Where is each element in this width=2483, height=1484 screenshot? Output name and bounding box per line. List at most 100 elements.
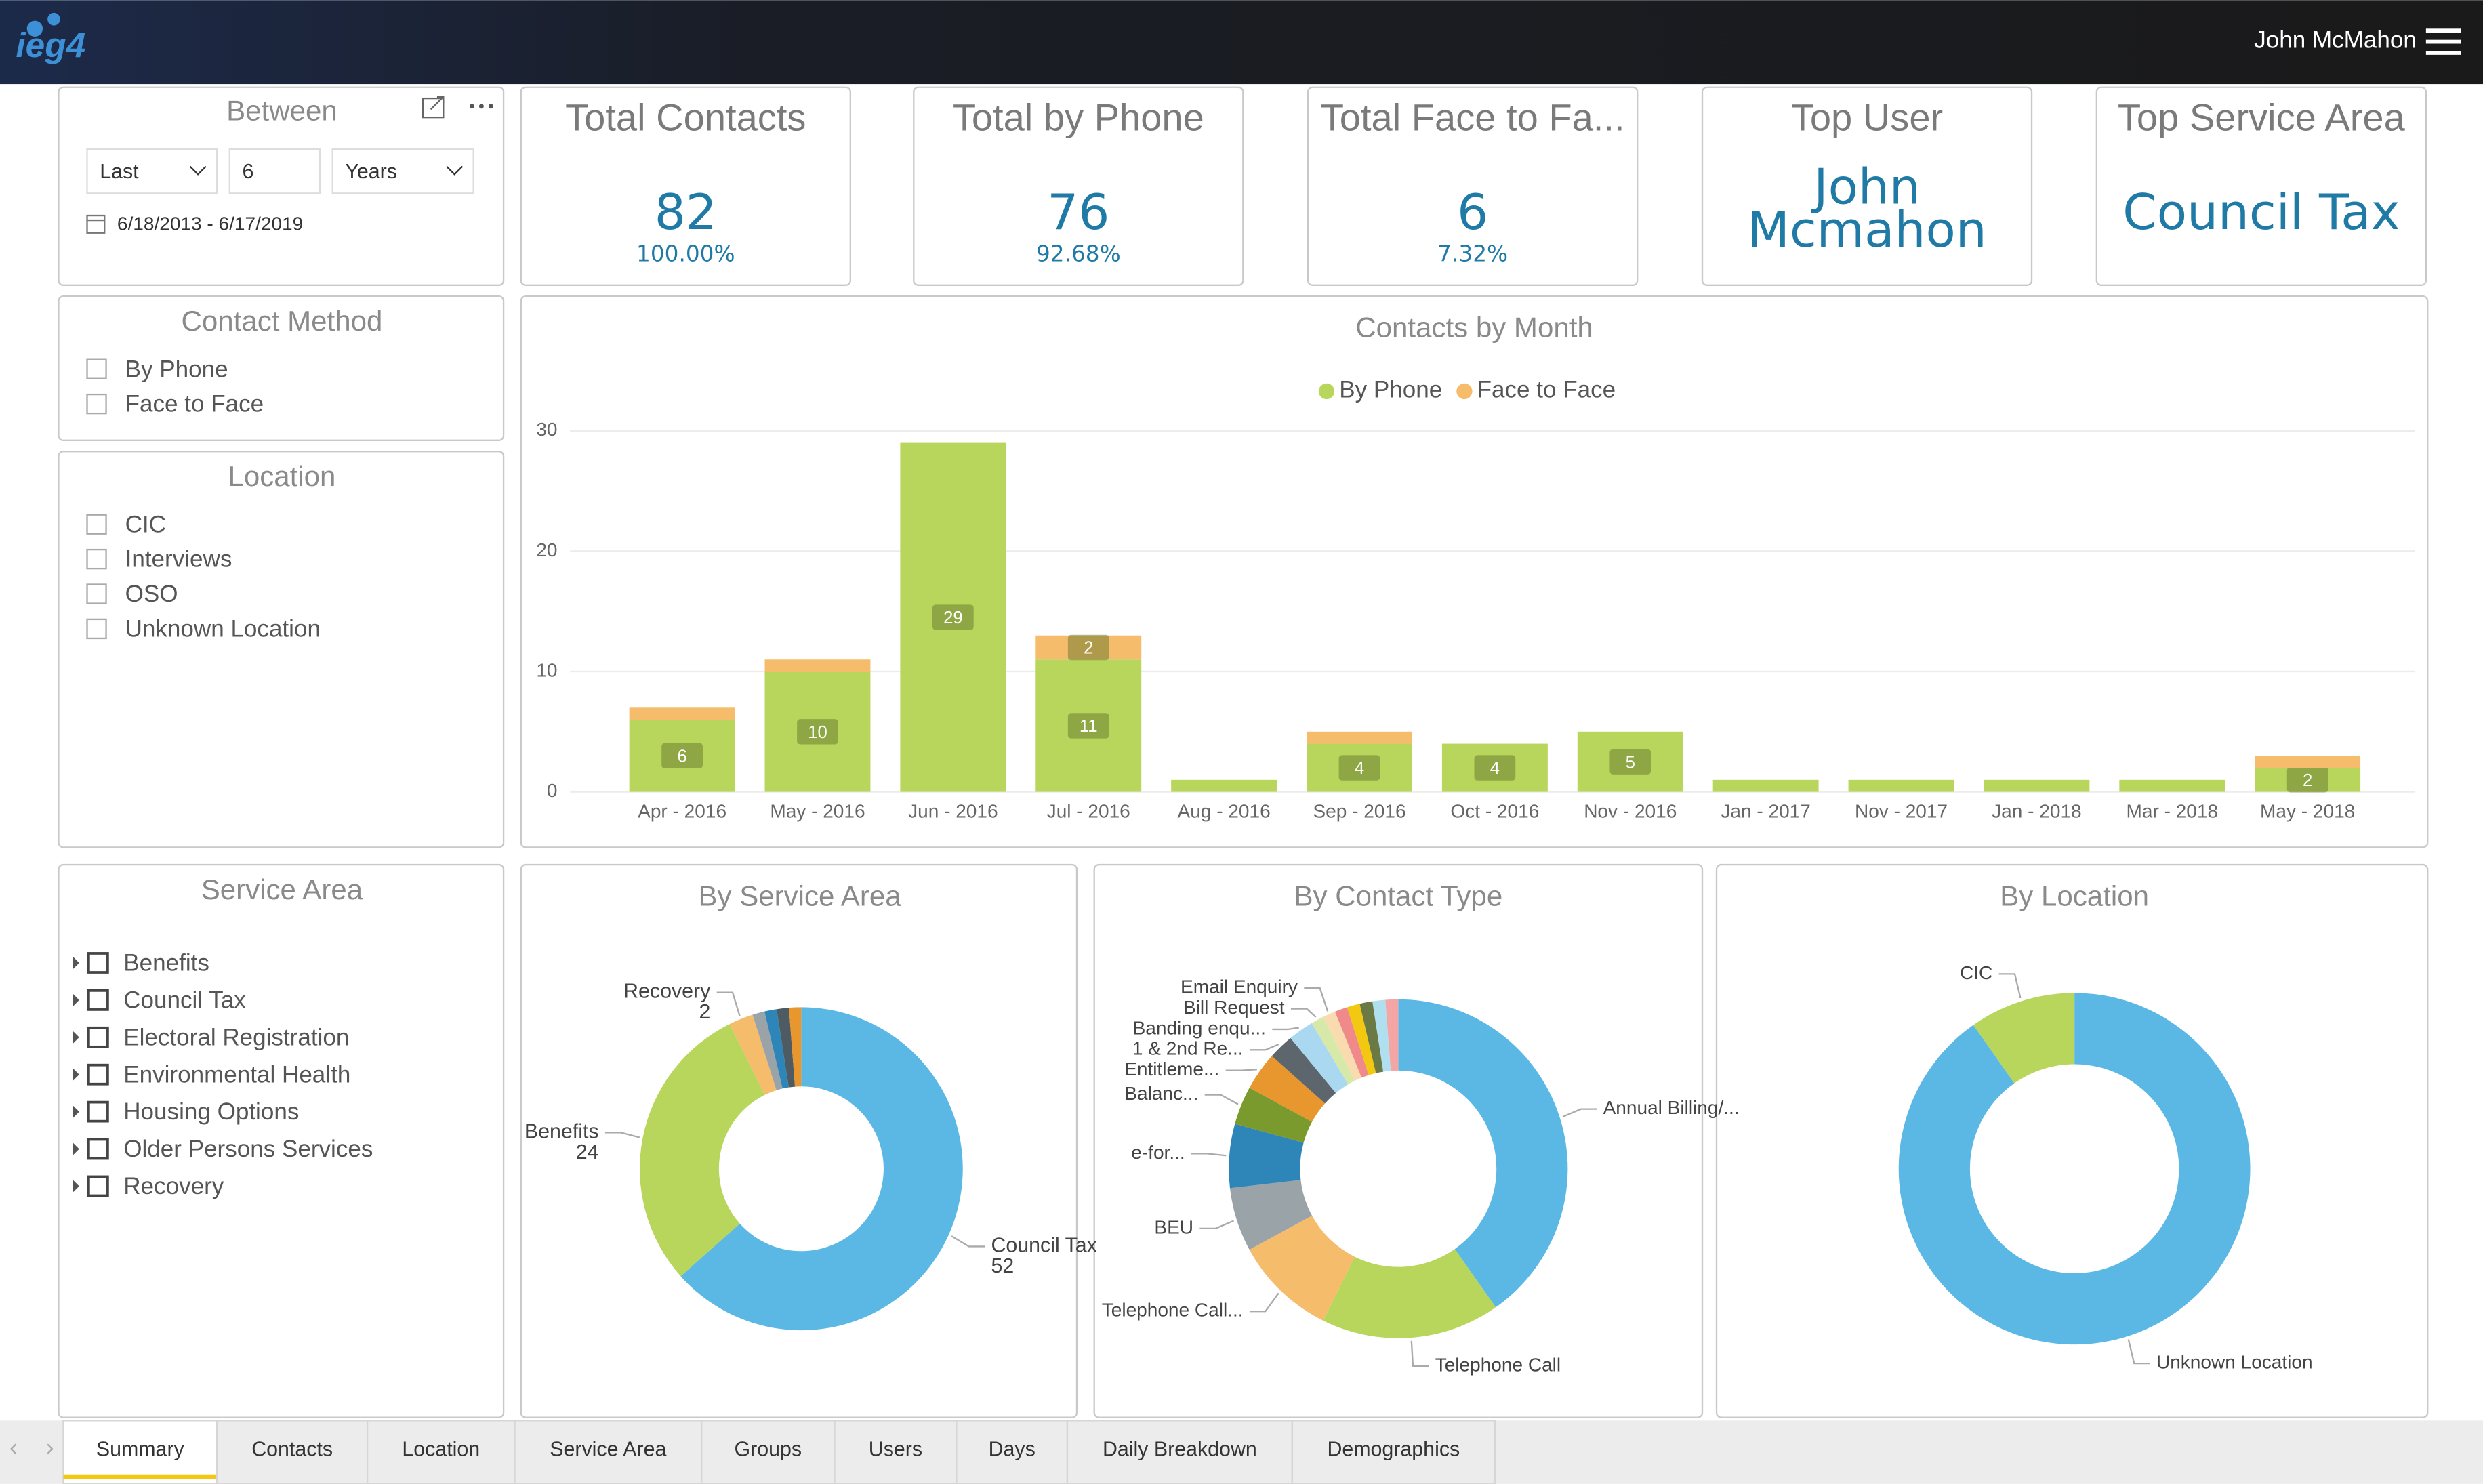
slice-label: CIC <box>1960 962 1992 983</box>
tab[interactable] <box>701 1420 836 1484</box>
panel <box>520 863 1078 1418</box>
checkbox[interactable] <box>86 393 107 415</box>
option-label: Council Tax <box>123 987 246 1013</box>
chart-title: Contacts by Month <box>1355 311 1593 343</box>
tab[interactable] <box>62 1420 218 1484</box>
slice-label: Email Enquiry <box>1181 976 1298 997</box>
tab-label[interactable]: Location <box>402 1439 480 1461</box>
tab[interactable] <box>1066 1420 1293 1484</box>
checkbox[interactable] <box>87 1138 109 1160</box>
checkbox[interactable] <box>87 1063 109 1086</box>
donut-slice <box>1323 1011 1362 1081</box>
donut-slice <box>1249 1215 1355 1321</box>
chart-title: By Service Area <box>698 880 901 911</box>
dropdown[interactable] <box>331 148 474 194</box>
slice-label: Council Tax <box>991 1234 1096 1256</box>
donut-slice <box>789 1007 802 1087</box>
slice-label: 1 & 2nd Re... <box>1132 1038 1244 1059</box>
donut-slice <box>1898 993 2251 1345</box>
leader-line <box>1204 1094 1239 1105</box>
donut-slice <box>1385 999 1399 1071</box>
checkbox[interactable] <box>87 952 109 974</box>
bar <box>2119 779 2225 792</box>
slice-label: e-for... <box>1131 1142 1185 1163</box>
tab[interactable] <box>834 1420 958 1484</box>
tab[interactable] <box>216 1420 369 1484</box>
checkbox[interactable] <box>86 548 107 570</box>
tab-label[interactable]: Service Area <box>550 1439 666 1461</box>
tab-label[interactable]: Users <box>869 1439 922 1461</box>
leader-line <box>1191 1153 1227 1157</box>
slice-value: 52 <box>991 1255 1014 1277</box>
expand-arrow[interactable] <box>73 1031 79 1044</box>
legend-label[interactable]: Face to Face <box>1477 377 1616 403</box>
user-name[interactable]: John McMahon <box>2254 26 2417 53</box>
tab-label[interactable]: Groups <box>735 1439 802 1461</box>
data-label: 2 <box>1084 639 1093 658</box>
legend-marker <box>1318 383 1335 400</box>
donut-slice <box>1311 1016 1355 1085</box>
scroll-right[interactable] <box>47 1443 54 1455</box>
slice-label: Telephone Call <box>1435 1354 1561 1375</box>
tab-label[interactable]: Summary <box>96 1439 185 1461</box>
y-tick-label: 30 <box>536 419 557 440</box>
checkbox[interactable] <box>86 583 107 604</box>
chart-title: By Location <box>2000 880 2149 911</box>
logo: ieg4 <box>16 25 85 64</box>
donut-slice <box>1973 993 2075 1084</box>
menu-icon[interactable] <box>2425 28 2461 55</box>
tab[interactable] <box>956 1420 1069 1484</box>
tab-label[interactable]: Daily Breakdown <box>1103 1439 1257 1461</box>
checkbox[interactable] <box>87 1100 109 1123</box>
checkbox[interactable] <box>87 989 109 1011</box>
option-label: Benefits <box>123 950 209 976</box>
bar <box>2255 756 2361 768</box>
tab[interactable] <box>366 1420 516 1484</box>
checkbox[interactable] <box>86 618 107 640</box>
tab-label[interactable]: Contacts <box>251 1439 333 1461</box>
expand-arrow[interactable] <box>73 1068 79 1081</box>
slice-label: Bill Request <box>1183 997 1285 1018</box>
leader-line <box>951 1235 985 1248</box>
chart-title: By Contact Type <box>1294 880 1502 911</box>
legend-label[interactable]: By Phone <box>1339 377 1442 403</box>
x-tick-label: Oct - 2016 <box>1450 800 1539 821</box>
donut-slice <box>1235 1088 1313 1143</box>
tab-label[interactable]: Demographics <box>1327 1439 1460 1461</box>
expand-arrow[interactable] <box>73 1142 79 1155</box>
x-tick-label: Apr - 2016 <box>638 800 726 821</box>
bar <box>1307 743 1412 792</box>
expand-arrow[interactable] <box>73 1180 79 1193</box>
checkbox[interactable] <box>87 1175 109 1197</box>
kpi-value: Mcmahon <box>1747 202 1986 259</box>
input[interactable] <box>228 148 321 194</box>
bar <box>1035 659 1142 792</box>
x-tick-label: Sep - 2016 <box>1313 800 1405 821</box>
checkbox[interactable] <box>86 514 107 535</box>
kpi-card <box>1701 86 2033 287</box>
checkbox[interactable] <box>87 1026 109 1048</box>
scroll-left[interactable] <box>9 1443 17 1455</box>
bar <box>629 720 735 792</box>
more-icon[interactable] <box>469 104 493 109</box>
tab[interactable] <box>1291 1420 1496 1484</box>
expand-icon[interactable] <box>422 96 445 119</box>
slice-label: Telephone Call... <box>1102 1300 1244 1321</box>
slice-label: Balanc... <box>1124 1083 1198 1104</box>
donut-slice <box>1290 1023 1349 1093</box>
panel <box>58 295 505 442</box>
calendar-icon[interactable] <box>86 214 106 234</box>
data-label-bg <box>661 743 703 769</box>
legend-marker <box>1456 383 1473 400</box>
expand-arrow[interactable] <box>73 956 79 970</box>
expand-arrow[interactable] <box>73 993 79 1007</box>
kpi-value: John <box>1811 159 1920 216</box>
tab-label[interactable]: Days <box>989 1439 1035 1461</box>
bar <box>629 707 735 720</box>
expand-arrow[interactable] <box>73 1105 79 1118</box>
option-label: By Phone <box>125 356 228 382</box>
data-label: 10 <box>808 723 827 742</box>
checkbox[interactable] <box>86 358 107 379</box>
leader-line <box>1562 1108 1597 1117</box>
bar <box>1171 779 1277 792</box>
